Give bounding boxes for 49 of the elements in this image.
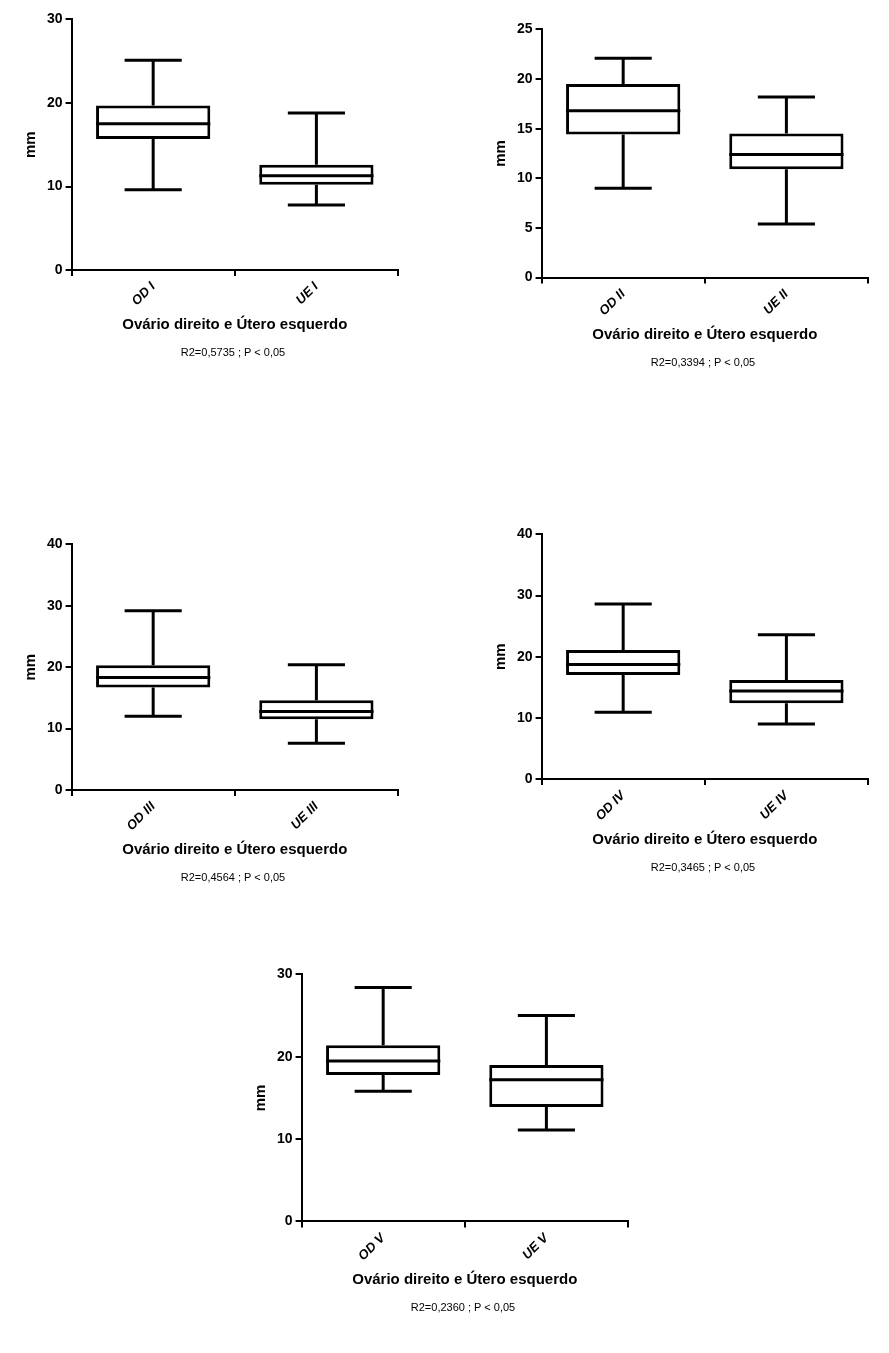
x-tick-label: OD V bbox=[354, 1229, 389, 1264]
y-tick-label: 30 bbox=[276, 965, 293, 982]
x-tick-label: UE V bbox=[518, 1229, 552, 1263]
x-tick-label: UE II bbox=[760, 285, 792, 318]
x-tick-label: UE IV bbox=[756, 786, 792, 823]
y-tick-label: 30 bbox=[46, 596, 63, 613]
y-tick-label: 10 bbox=[276, 1129, 293, 1146]
y-tick-label: 20 bbox=[46, 93, 63, 110]
x-tick-label: OD II bbox=[595, 285, 629, 319]
y-tick-label: 10 bbox=[46, 719, 63, 736]
y-tick-label: 30 bbox=[516, 586, 533, 603]
y-tick-label: 0 bbox=[54, 260, 63, 277]
y-tick-label: 20 bbox=[516, 647, 533, 664]
y-axis-title: mm bbox=[21, 653, 39, 681]
y-axis-title: mm bbox=[251, 1084, 269, 1112]
y-axis-title: mm bbox=[491, 643, 509, 671]
x-tick-label: OD IV bbox=[592, 786, 629, 824]
text: R2=0,4564 ; P < 0,05 bbox=[179, 871, 287, 883]
x-axis-title: Ovário direito e Útero esquerdo bbox=[592, 325, 818, 343]
y-tick-label: 40 bbox=[516, 525, 533, 542]
x-axis-title: Ovário direito e Útero esquerdo bbox=[122, 315, 348, 333]
x-tick-label: OD III bbox=[123, 798, 159, 834]
y-tick-label: 15 bbox=[516, 119, 533, 136]
y-tick-label: 25 bbox=[516, 20, 533, 37]
y-tick-label: 0 bbox=[54, 780, 63, 797]
y-tick-label: 0 bbox=[524, 268, 533, 285]
text: R2=0,2360 ; P < 0,05 bbox=[409, 1301, 517, 1313]
y-axis-title: mm bbox=[491, 140, 509, 167]
y-tick-label: 10 bbox=[516, 708, 533, 725]
x-tick-label: OD I bbox=[128, 278, 159, 309]
y-tick-label: 40 bbox=[46, 535, 63, 552]
y-tick-label: 20 bbox=[46, 658, 63, 675]
y-tick-label: 5 bbox=[524, 218, 533, 235]
y-tick-label: 20 bbox=[276, 1047, 293, 1064]
y-tick-label: 10 bbox=[516, 169, 533, 186]
text: R2=0,5735 ; P < 0,05 bbox=[179, 346, 287, 358]
x-axis-title: Ovário direito e Útero esquerdo bbox=[122, 840, 348, 858]
y-axis-title: mm bbox=[21, 131, 39, 159]
text: R2=0,3394 ; P < 0,05 bbox=[649, 356, 757, 368]
y-tick-label: 0 bbox=[284, 1212, 293, 1229]
x-tick-label: UE I bbox=[292, 278, 322, 308]
y-tick-label: 0 bbox=[524, 769, 533, 786]
y-tick-label: 10 bbox=[46, 177, 63, 194]
y-tick-label: 30 bbox=[46, 10, 63, 27]
x-axis-title: Ovário direito e Útero esquerdo bbox=[592, 830, 818, 848]
x-tick-label: UE III bbox=[287, 798, 322, 833]
y-tick-label: 20 bbox=[516, 69, 533, 86]
text: R2=0,3465 ; P < 0,05 bbox=[649, 861, 757, 873]
x-axis-title: Ovário direito e Útero esquerdo bbox=[352, 1270, 578, 1288]
